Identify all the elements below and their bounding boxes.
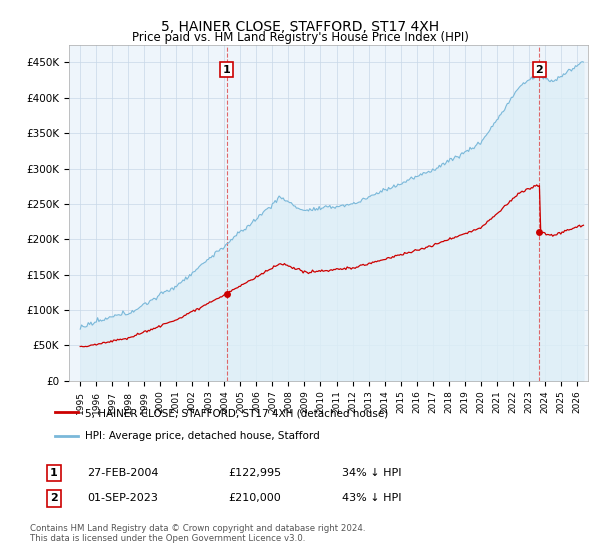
Text: £210,000: £210,000: [228, 493, 281, 503]
Text: 2: 2: [50, 493, 58, 503]
Text: Contains HM Land Registry data © Crown copyright and database right 2024.
This d: Contains HM Land Registry data © Crown c…: [30, 524, 365, 543]
Text: 5, HAINER CLOSE, STAFFORD, ST17 4XH (detached house): 5, HAINER CLOSE, STAFFORD, ST17 4XH (det…: [85, 409, 388, 418]
Text: 01-SEP-2023: 01-SEP-2023: [87, 493, 158, 503]
Text: 1: 1: [50, 468, 58, 478]
Text: Price paid vs. HM Land Registry's House Price Index (HPI): Price paid vs. HM Land Registry's House …: [131, 31, 469, 44]
Text: 43% ↓ HPI: 43% ↓ HPI: [342, 493, 401, 503]
Text: 34% ↓ HPI: 34% ↓ HPI: [342, 468, 401, 478]
Text: 27-FEB-2004: 27-FEB-2004: [87, 468, 158, 478]
Text: £122,995: £122,995: [228, 468, 281, 478]
Text: 5, HAINER CLOSE, STAFFORD, ST17 4XH: 5, HAINER CLOSE, STAFFORD, ST17 4XH: [161, 20, 439, 34]
Text: 2: 2: [536, 64, 544, 74]
Text: HPI: Average price, detached house, Stafford: HPI: Average price, detached house, Staf…: [85, 431, 320, 441]
Text: 1: 1: [223, 64, 230, 74]
